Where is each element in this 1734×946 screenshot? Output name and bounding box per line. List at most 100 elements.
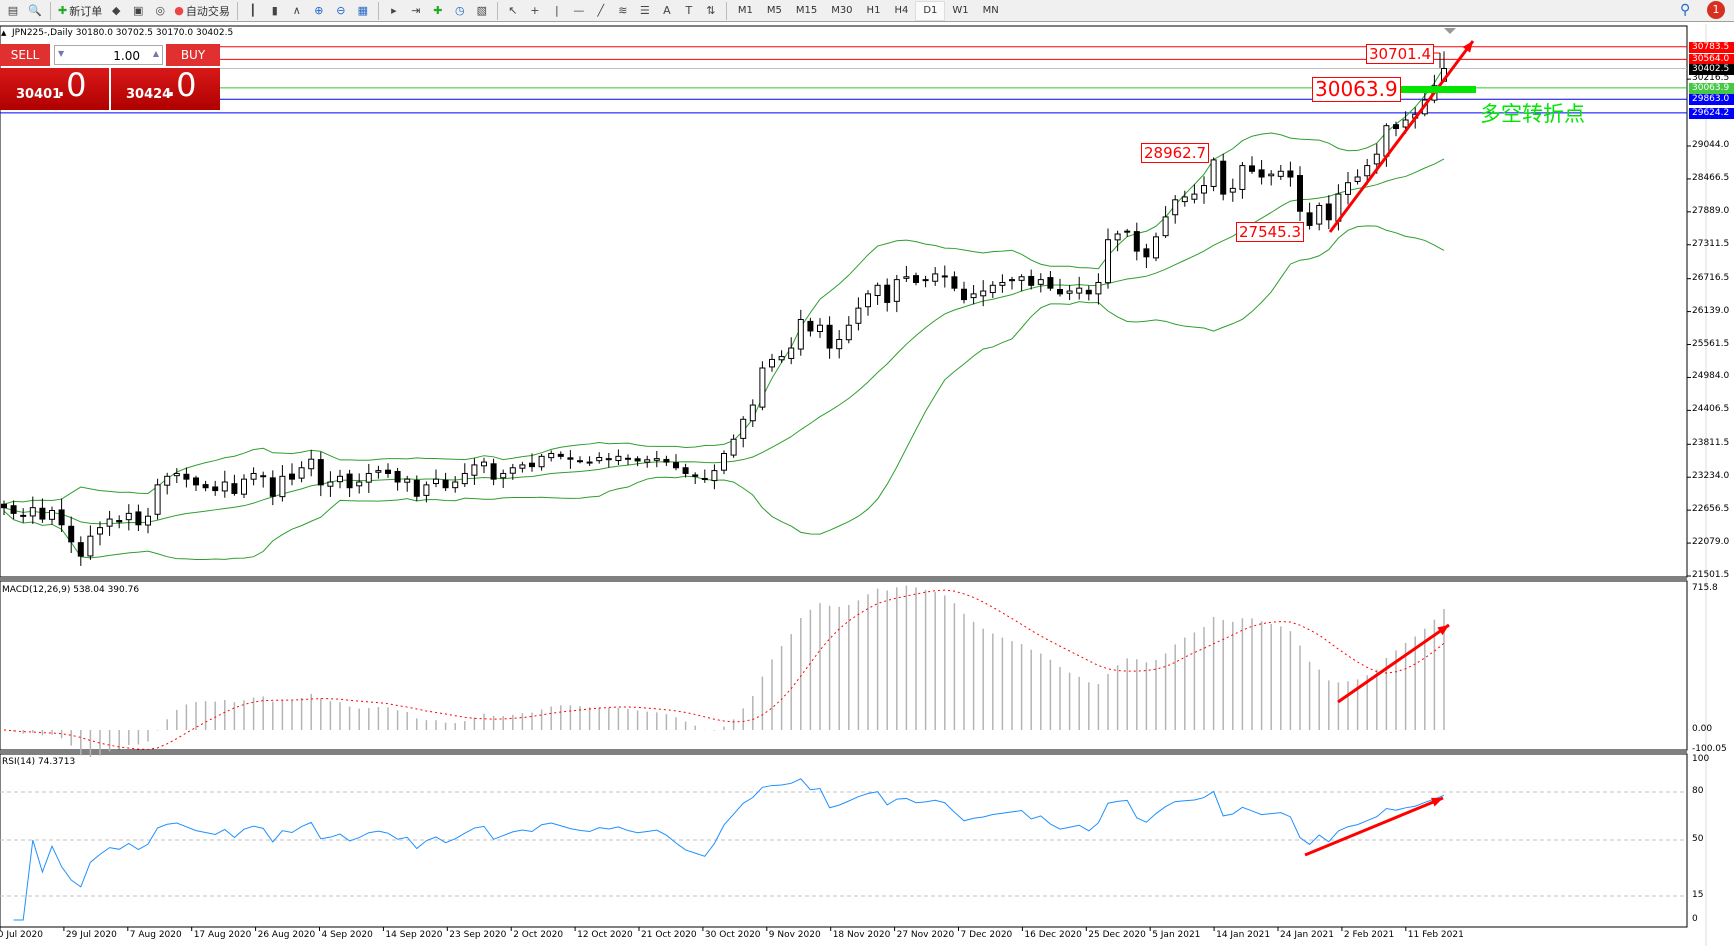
candle-body [1028,275,1035,286]
candle-body [1201,185,1207,194]
candle-body [932,273,939,282]
price-axis-label: 26139.0 [1692,305,1730,316]
market-watch-icon: ▣ [133,4,144,17]
metaeditor-icon: ◆ [111,4,121,17]
date-axis-label: 11 Feb 2021 [1407,930,1464,940]
price-axis-label: 21501.5 [1692,570,1730,580]
timeframe-mn[interactable]: MN [982,5,999,16]
indicators-button[interactable]: ✚ [427,1,449,21]
text-button[interactable]: A [656,1,678,21]
date-axis-label: 2 Oct 2020 [513,930,564,940]
candle-body [365,472,372,483]
candle-body [740,418,747,439]
candle-body [922,279,929,282]
periods-button[interactable]: ◷ [449,1,471,21]
candle-body [605,458,612,461]
collapse-triangle-icon[interactable]: ▲ [1,29,7,37]
chart-area[interactable] [0,24,1734,946]
zoom-out-icon: ⊖ [336,4,346,17]
lot-size-input[interactable]: ▼ 1.00 ▲ [54,45,163,65]
cursor-button[interactable]: ↖ [502,1,524,21]
tile-button[interactable]: ▦ [352,1,374,21]
candle-body [250,472,257,480]
auto-trading-button[interactable]: ● 自动交易 [171,1,233,21]
arrows-button[interactable]: ⇅ [700,1,722,21]
zoom-out-button[interactable]: ⊖ [330,1,352,21]
swing-high-label[interactable]: 28962.7 [1141,143,1210,163]
candle-body [202,484,209,489]
candle-body [125,512,132,521]
swing-low-label[interactable]: 27545.3 [1236,222,1305,242]
candle-body [269,477,276,497]
fibo-button[interactable]: ≋ [612,1,634,21]
trendline-button[interactable]: ╱ [590,1,612,21]
line-chart-button[interactable]: ∧ [286,1,308,21]
candle-body [327,481,334,487]
candle-body [10,505,17,514]
timeframe-d1[interactable]: D1 [915,0,946,21]
pivot-price-label[interactable]: 30063.9 [1312,77,1401,102]
zoom-in-button[interactable]: ⊕ [308,1,330,21]
candle-body [701,477,708,480]
text-icon: A [663,4,671,17]
candle-body [682,467,689,474]
candle-body [77,542,84,557]
sell-button[interactable]: SELL [0,44,50,66]
arrows-icon: ⇅ [706,4,716,17]
candle-body [1239,165,1246,190]
bollinger-upper [3,67,1445,505]
ask-main: 30424 [126,87,172,102]
chart-button[interactable]: ▤ [2,1,24,21]
lot-increase-icon[interactable]: ▲ [152,49,159,58]
line-chart-icon: ∧ [292,4,301,17]
crosshair-button[interactable]: + [524,1,546,21]
fibo-levels-icon: ☰ [639,4,650,17]
pivot-text[interactable]: 多空转折点 [1480,102,1585,126]
templates-button[interactable]: ▧ [471,1,493,21]
candle-body [135,511,142,526]
candlestick-button[interactable]: ▮ [264,1,286,21]
candle-body [1105,239,1111,284]
timeframe-w1[interactable]: W1 [952,5,969,16]
candle-body [289,473,295,480]
search-icon[interactable]: ⚲ [1680,2,1691,18]
buy-button[interactable]: BUY [166,44,220,66]
timeframe-m15[interactable]: M15 [795,5,818,16]
candle-body [692,474,699,477]
price-axis-label: 28466.5 [1692,172,1730,183]
vertical-line-button[interactable]: | [546,1,568,21]
market-watch-button[interactable]: ▣ [127,1,149,21]
bar-chart-button[interactable]: ┃ [242,1,264,21]
ask-price[interactable]: 30424 .0 [111,66,220,110]
lot-decrease-icon[interactable]: ▼ [58,49,65,58]
signal-button[interactable]: ◎ [149,1,171,21]
candle-body [337,475,343,483]
date-axis-label: 30 Oct 2020 [704,930,761,940]
autoscroll-button[interactable]: ▸ [383,1,405,21]
candle-body [241,478,247,495]
navigator-button[interactable]: 🔍 [24,1,46,21]
chart-shift-button[interactable]: ⇥ [405,1,427,21]
candle-body [596,456,603,462]
new-order-button[interactable]: ✚ 新订单 [55,1,105,21]
bid-price[interactable]: 30401 .0 [0,66,109,110]
candle-body [836,338,843,350]
timeframe-h4[interactable]: H4 [894,5,909,16]
timeframe-h1[interactable]: H1 [866,5,881,16]
notification-badge[interactable]: 1 [1707,1,1725,19]
label-button[interactable]: T [678,1,700,21]
timeframe-m1[interactable]: M1 [737,5,753,16]
high-price-label[interactable]: 30701.4 [1366,44,1435,64]
fibo-levels-button[interactable]: ☰ [634,1,656,21]
timeframe-m30[interactable]: M30 [831,5,853,16]
price-axis-label: 29044.0 [1692,139,1730,150]
crosshair-icon: + [530,4,540,17]
candle-body [221,481,228,492]
autoscroll-icon: ▸ [391,4,397,17]
timeframe-m5[interactable]: M5 [766,5,782,16]
metaeditor-button[interactable]: ◆ [105,1,127,21]
price-axis-label: 30216.5 [1692,73,1730,84]
price-axis-label: 27889.0 [1692,205,1730,216]
candle-body [567,457,574,460]
horizontal-line-button[interactable]: — [568,1,590,21]
